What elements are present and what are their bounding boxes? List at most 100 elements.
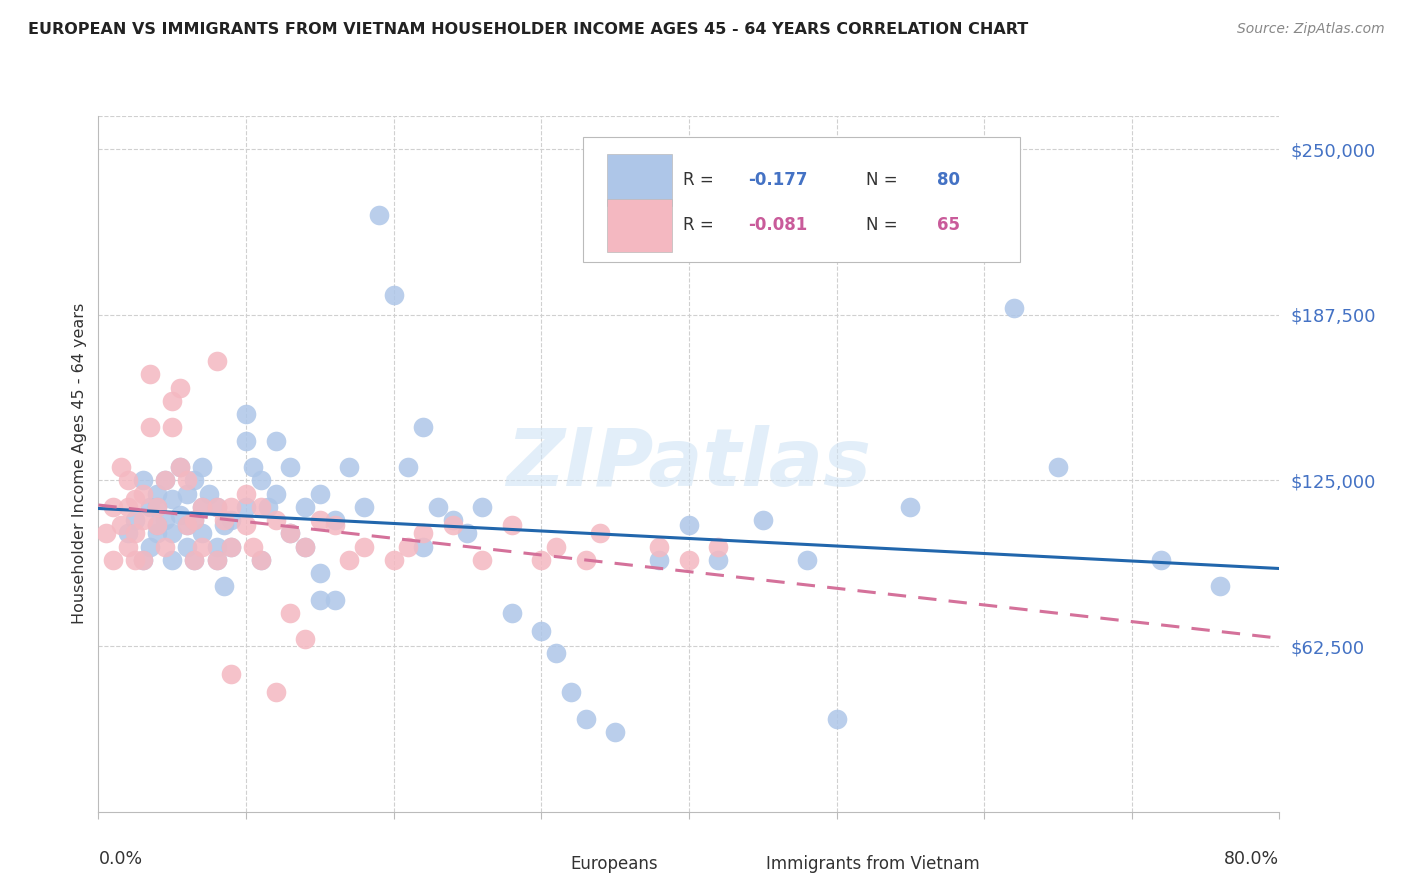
Point: [501, 606, 523, 620]
Point: [294, 540, 316, 554]
Point: [396, 540, 419, 554]
Point: [235, 518, 257, 533]
Point: [146, 486, 169, 500]
Point: [412, 540, 434, 554]
Point: [427, 500, 450, 514]
Point: [250, 474, 273, 488]
Text: 80: 80: [936, 171, 960, 189]
Point: [382, 288, 405, 302]
Point: [191, 460, 214, 475]
Point: [153, 513, 176, 527]
Point: [278, 606, 302, 620]
Text: R =: R =: [683, 216, 718, 235]
Point: [707, 540, 730, 554]
Point: [678, 553, 700, 567]
Point: [1002, 301, 1025, 315]
Point: [264, 685, 287, 699]
FancyBboxPatch shape: [607, 200, 672, 252]
Point: [153, 474, 176, 488]
Point: [353, 500, 375, 514]
Point: [264, 513, 287, 527]
Point: [235, 500, 257, 514]
Point: [796, 553, 818, 567]
Point: [235, 407, 257, 421]
Text: -0.177: -0.177: [748, 171, 807, 189]
Point: [176, 518, 198, 533]
Point: [294, 500, 316, 514]
Point: [242, 540, 264, 554]
Point: [139, 540, 162, 554]
Point: [294, 632, 316, 647]
Point: [162, 526, 183, 541]
Point: [678, 518, 700, 533]
Text: 65: 65: [936, 216, 960, 235]
Point: [574, 712, 596, 726]
Text: 80.0%: 80.0%: [1225, 850, 1279, 868]
Point: [278, 460, 302, 475]
Point: [441, 513, 464, 527]
Point: [183, 513, 205, 527]
Text: 0.0%: 0.0%: [98, 850, 142, 868]
Text: Europeans: Europeans: [571, 855, 658, 873]
Point: [139, 368, 162, 382]
Point: [544, 540, 567, 554]
Point: [353, 540, 375, 554]
Point: [146, 526, 169, 541]
Point: [323, 592, 346, 607]
Point: [648, 553, 671, 567]
Point: [162, 420, 183, 434]
Point: [309, 486, 332, 500]
Point: [162, 553, 183, 567]
Text: Source: ZipAtlas.com: Source: ZipAtlas.com: [1237, 22, 1385, 37]
Point: [139, 420, 162, 434]
Point: [368, 208, 391, 222]
Point: [146, 518, 169, 533]
Point: [278, 526, 302, 541]
Point: [191, 540, 214, 554]
Text: EUROPEAN VS IMMIGRANTS FROM VIETNAM HOUSEHOLDER INCOME AGES 45 - 64 YEARS CORREL: EUROPEAN VS IMMIGRANTS FROM VIETNAM HOUS…: [28, 22, 1028, 37]
Text: Immigrants from Vietnam: Immigrants from Vietnam: [766, 855, 980, 873]
Point: [146, 500, 169, 514]
Point: [530, 553, 553, 567]
Point: [219, 540, 242, 554]
Point: [323, 518, 346, 533]
Point: [94, 526, 117, 541]
Point: [153, 474, 176, 488]
FancyBboxPatch shape: [582, 136, 1019, 262]
Point: [117, 526, 139, 541]
Point: [235, 486, 257, 500]
Point: [560, 685, 582, 699]
Point: [219, 500, 242, 514]
Point: [219, 540, 242, 554]
Point: [124, 491, 146, 506]
Point: [323, 513, 346, 527]
Point: [396, 460, 419, 475]
FancyBboxPatch shape: [607, 154, 672, 206]
Point: [278, 526, 302, 541]
Point: [139, 500, 162, 514]
Text: N =: N =: [866, 216, 903, 235]
Point: [132, 553, 155, 567]
Point: [751, 513, 773, 527]
Point: [176, 540, 198, 554]
Point: [264, 434, 287, 448]
Point: [205, 553, 228, 567]
Point: [242, 460, 264, 475]
Point: [132, 553, 155, 567]
Point: [103, 553, 125, 567]
Point: [309, 592, 332, 607]
Point: [212, 579, 235, 593]
FancyBboxPatch shape: [724, 850, 759, 878]
Point: [337, 460, 360, 475]
Point: [412, 526, 434, 541]
Point: [294, 540, 316, 554]
Point: [132, 474, 155, 488]
Point: [169, 508, 191, 522]
Point: [212, 518, 235, 533]
Point: [382, 553, 405, 567]
Point: [605, 725, 627, 739]
Point: [309, 513, 332, 527]
Point: [183, 474, 205, 488]
Point: [103, 500, 125, 514]
Point: [1209, 579, 1232, 593]
